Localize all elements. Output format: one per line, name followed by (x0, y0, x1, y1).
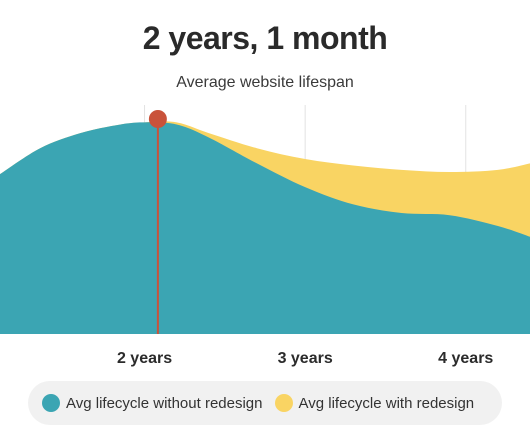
legend-label-with-redesign: Avg lifecycle with redesign (298, 394, 475, 412)
chart-legend: Avg lifecycle without redesign Avg lifec… (28, 381, 502, 425)
legend-swatch-with-redesign (274, 394, 293, 412)
legend-label-without-redesign: Avg lifecycle without redesign (66, 394, 263, 412)
series-area-without-redesign (0, 122, 530, 335)
chart-subtitle: Average website lifespan (176, 74, 354, 91)
legend-item-without-redesign[interactable]: Avg lifecycle without redesign (42, 394, 263, 412)
chart-title: 2 years, 1 month (142, 20, 388, 56)
marker-dot (148, 110, 167, 128)
legend-item-with-redesign[interactable]: Avg lifecycle with redesign (274, 394, 475, 412)
legend-swatch-without-redesign (42, 394, 60, 412)
x-tick-label-2: 4 years (438, 350, 493, 367)
area-chart: 2 years 3 years 4 years (0, 105, 530, 367)
x-tick-label-1: 3 years (278, 350, 333, 367)
x-tick-label-0: 2 years (117, 350, 172, 367)
